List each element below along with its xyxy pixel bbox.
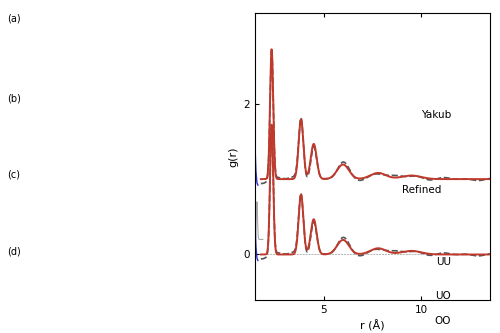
Y-axis label: g(r): g(r)	[228, 146, 238, 167]
Text: (b): (b)	[8, 93, 21, 103]
Text: (c): (c)	[8, 170, 20, 180]
Text: (d): (d)	[8, 246, 21, 256]
Text: UO: UO	[435, 291, 451, 301]
Text: UU: UU	[436, 257, 451, 267]
Text: OO: OO	[434, 316, 451, 326]
Text: (a): (a)	[8, 13, 21, 23]
Text: Refined: Refined	[402, 185, 441, 195]
Text: Yakub: Yakub	[420, 110, 451, 120]
X-axis label: r (Å): r (Å)	[360, 320, 385, 332]
